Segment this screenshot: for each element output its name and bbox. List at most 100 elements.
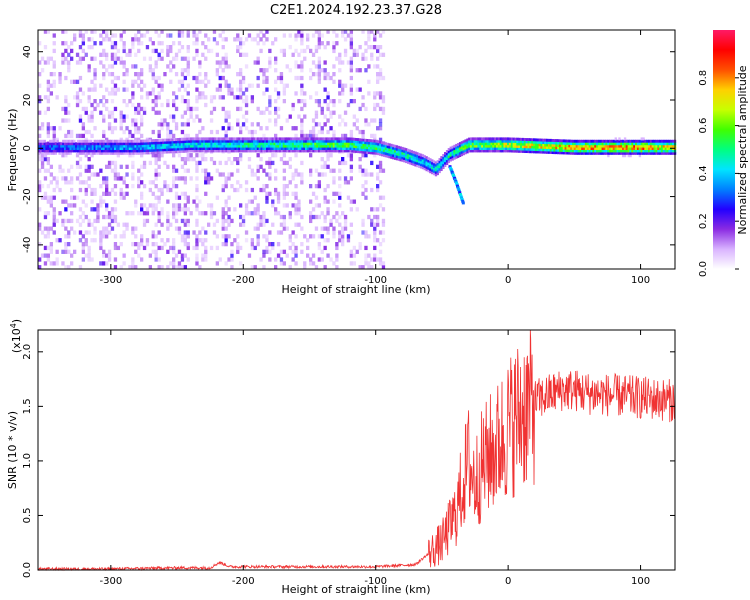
spectrogram-cell — [312, 142, 315, 146]
spectrogram-cell — [204, 56, 208, 61]
spectrogram-cell — [436, 165, 439, 168]
spectrogram-cell — [305, 144, 308, 148]
spectrogram-cell — [394, 147, 397, 151]
spectrogram-cell — [492, 139, 495, 143]
spectrogram-cell — [247, 129, 252, 135]
spectrogram-cell — [183, 222, 188, 227]
spectrogram-cell — [247, 139, 250, 143]
spectrogram-cell — [311, 191, 316, 196]
spectrogram-cell — [195, 95, 199, 100]
spectrogram-cell — [282, 52, 287, 57]
spectrogram-cell — [119, 139, 122, 143]
spectrogram-cell — [584, 144, 588, 148]
spectrogram-cell — [562, 146, 566, 150]
spectrogram-cell — [320, 249, 324, 254]
spectrogram-cell — [177, 140, 180, 144]
spectrogram-cell — [236, 180, 240, 185]
spectrogram-cell — [288, 238, 292, 243]
spectrogram-cell — [174, 72, 179, 77]
spectrogram-cell — [172, 41, 176, 46]
spectrogram-cell — [468, 144, 471, 148]
spectrogram-cell — [230, 265, 234, 270]
spectrogram-cell — [451, 148, 454, 152]
spectrogram-cell — [542, 145, 545, 149]
spectrogram-cell — [668, 149, 671, 153]
spectrogram-cell — [265, 191, 269, 196]
spectrogram-cell — [84, 253, 88, 258]
spectrogram-cell — [75, 91, 80, 96]
spectrogram-cell — [431, 164, 434, 168]
spectrogram-cell — [401, 149, 404, 153]
spectrogram-cell — [195, 144, 198, 148]
spectrogram-cell — [579, 144, 582, 148]
spectrogram-cell — [423, 162, 426, 166]
spectrogram-cell — [343, 226, 348, 231]
spectrogram-cell — [195, 261, 199, 266]
spectrogram-cell — [151, 68, 155, 73]
spectrogram-cell — [183, 157, 188, 162]
spectrogram-cell — [84, 187, 88, 193]
spectrogram-cell — [462, 152, 465, 156]
spectrogram-cell — [140, 191, 144, 196]
spectrogram-cell — [622, 154, 625, 158]
spectrogram-cell — [475, 139, 478, 143]
spectrogram-cell — [265, 160, 269, 166]
spectrogram-cell — [319, 144, 323, 148]
spectrogram-cell — [533, 150, 536, 154]
spectrogram-cell — [199, 147, 202, 151]
y-tick-label: -40 — [22, 237, 33, 253]
spectrogram-cell — [364, 146, 367, 149]
spectrogram-cell — [230, 91, 234, 96]
spectrogram-cell — [142, 211, 147, 216]
spectrogram-cell — [190, 142, 193, 146]
spectrogram-cell — [203, 147, 206, 151]
spectrogram-cell — [627, 149, 630, 153]
spectrogram-cell — [367, 29, 371, 34]
spectrogram-cell — [527, 143, 530, 146]
spectrogram-cell — [521, 142, 525, 146]
spectrogram-cell — [216, 147, 219, 151]
spectrogram-cell — [414, 151, 417, 155]
spectrogram-cell — [114, 147, 117, 151]
spectrogram-cell — [46, 99, 51, 104]
spectrogram-cell — [661, 147, 664, 151]
spectrogram-cell — [105, 164, 109, 169]
spectrogram-cell — [87, 95, 91, 100]
spectrogram-cell — [99, 242, 103, 247]
spectrogram-cell — [514, 137, 517, 141]
spectrogram-cell — [373, 153, 377, 158]
spectrogram-cell — [262, 187, 266, 193]
spectrogram-cell — [112, 139, 115, 143]
spectrogram-cell — [601, 139, 604, 143]
spectrogram-cell — [116, 153, 121, 158]
spectrogram-cell — [384, 152, 388, 155]
spectrogram-cell — [177, 41, 182, 46]
spectrogram-cell — [265, 75, 269, 81]
spectrogram-cell — [169, 48, 173, 54]
spectrogram-cell — [80, 142, 83, 146]
spectrogram-cell — [297, 75, 301, 81]
spectrogram-cell — [105, 33, 109, 38]
spectrogram-cell — [414, 156, 417, 160]
spectrogram-cell — [64, 147, 67, 151]
spectrogram-cell — [488, 139, 491, 143]
spectrogram-cell — [293, 139, 297, 143]
spectrogram-cell — [516, 137, 519, 141]
spectrogram-cell — [195, 137, 198, 141]
spectrogram-cell — [367, 253, 371, 258]
spectrogram-cell — [547, 146, 551, 150]
spectrogram-cell — [343, 52, 348, 57]
spectrogram-cell — [84, 164, 88, 169]
spectrogram-cell — [49, 164, 54, 169]
spectrogram-cell — [341, 238, 345, 243]
spectrogram-cell — [180, 45, 185, 50]
spectrogram-cell — [336, 137, 339, 141]
spectrogram-cell — [221, 211, 225, 216]
spectrogram-cell — [534, 145, 538, 149]
spectrogram-cell — [64, 106, 68, 112]
spectrogram-cell — [282, 249, 287, 254]
spectrogram-cell — [520, 149, 523, 153]
spectrogram-cell — [644, 139, 647, 143]
spectrogram-cell — [258, 139, 261, 143]
spectrogram-cell — [378, 164, 383, 169]
